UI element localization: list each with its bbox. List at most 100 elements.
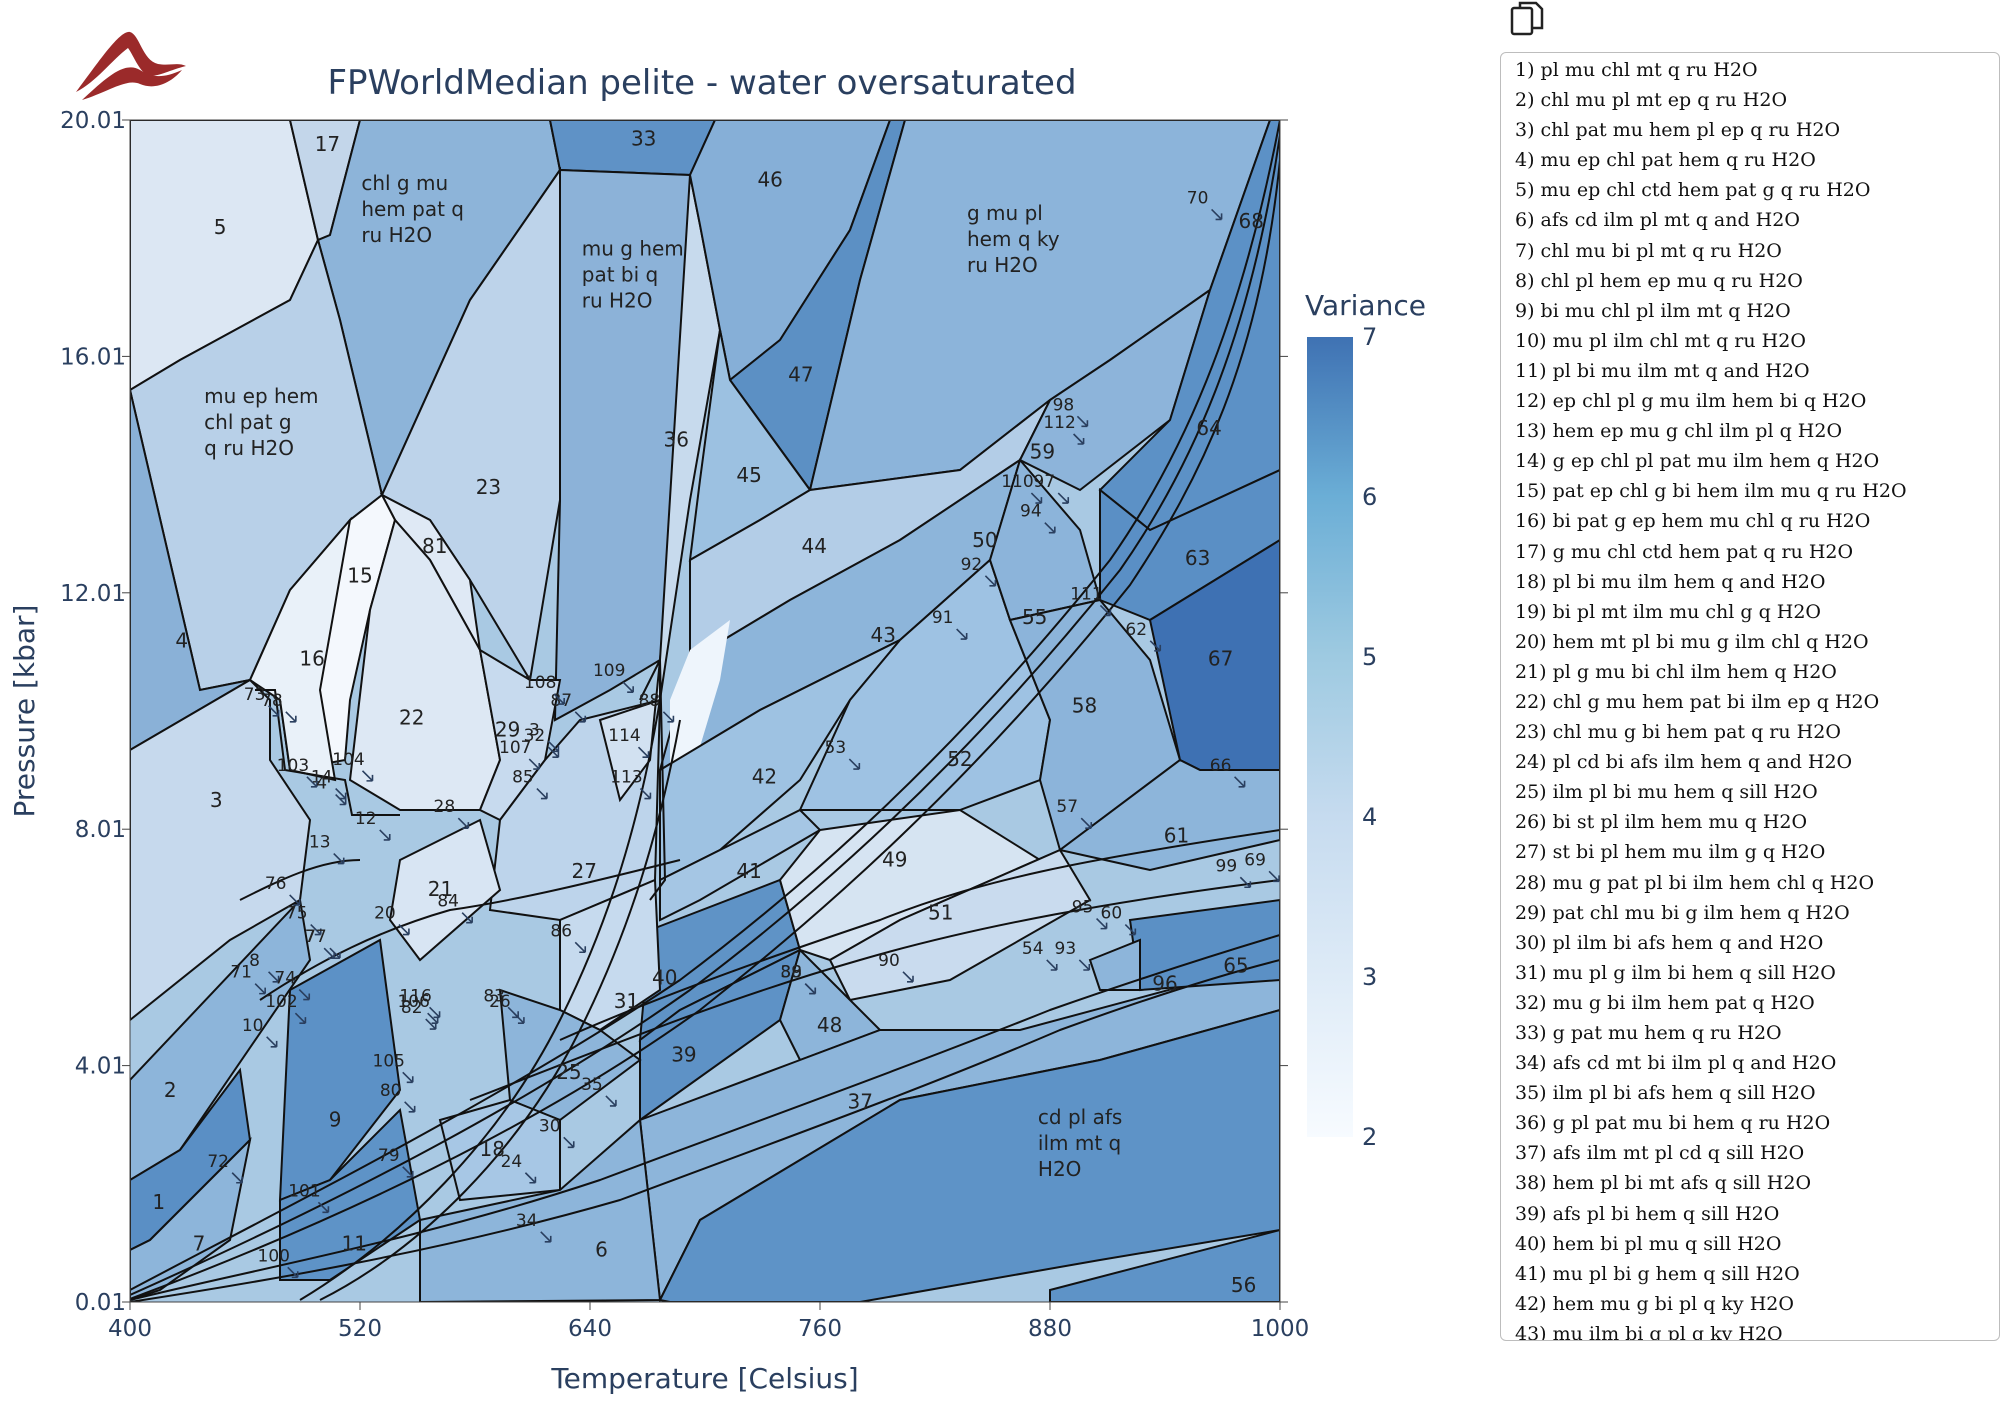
- plot-frame: [129, 119, 1281, 1303]
- field-boundaries: [130, 120, 1280, 1302]
- field-6: [419, 1117, 662, 1302]
- label-arrow-icon: [563, 1136, 575, 1149]
- copy-icon[interactable]: [1508, 0, 1548, 38]
- label-arrow-icon: [547, 740, 560, 753]
- small-field-label: 75: [286, 904, 308, 924]
- colorbar-tick-label: 7: [1362, 323, 1377, 351]
- assemblage-item: 7) chl mu bi pl mt q ru H2O: [1515, 239, 1782, 262]
- field-label-line: ru H2O: [361, 223, 432, 247]
- field-label: 47: [788, 363, 813, 387]
- field-label: 96: [1152, 971, 1177, 995]
- field-label-line: 96: [1152, 971, 1177, 995]
- label-arrow-icon: [1268, 870, 1280, 883]
- small-field-label: 110: [1001, 472, 1033, 492]
- label-arrow-icon: [231, 1172, 243, 1184]
- stability-fields: [130, 120, 1280, 1302]
- small-field-label: 71: [230, 963, 252, 983]
- assemblage-item: 21) pl g mu bi chl ilm hem q H2O: [1515, 660, 1837, 683]
- label-arrow-icon: [1080, 817, 1093, 829]
- field-label: 48: [817, 1013, 842, 1037]
- assemblage-item: 1) pl mu chl mt q ru H2O: [1515, 59, 1758, 81]
- small-field-label: 93: [1055, 939, 1077, 959]
- field-label-line: chl pat g: [204, 410, 291, 434]
- field-label-line: 42: [752, 765, 777, 789]
- field-label: 16: [299, 646, 324, 670]
- field-label: 1: [152, 1190, 165, 1214]
- label-arrow-icon: [605, 1095, 617, 1107]
- field-label: 81: [422, 534, 447, 558]
- field-label-line: 58: [1072, 694, 1097, 718]
- field-label: 33: [631, 126, 656, 150]
- label-arrow-icon: [1099, 604, 1112, 617]
- label-arrow-icon: [298, 988, 311, 1001]
- field-label: 21: [428, 877, 453, 901]
- field-label-line: 16: [299, 646, 324, 670]
- field-16: [248, 516, 352, 782]
- assemblage-item: 10) mu pl ilm chl mt q ru H2O: [1515, 329, 1806, 352]
- y-axis: 0.01 4.01 8.01 12.01 16.01 20.01: [60, 108, 1288, 1316]
- assemblage-item: 26) bi st pl ilm hem mu q H2O: [1515, 811, 1808, 834]
- field-label: 67: [1208, 646, 1233, 670]
- field-label-line: 40: [652, 966, 677, 990]
- label-arrow-icon: [379, 829, 391, 841]
- small-field-label: 86: [550, 921, 572, 941]
- assemblage-item: 43) mu ilm bi g pl q ky H2O: [1515, 1322, 1783, 1341]
- assemblage-list-box[interactable]: 1) pl mu chl mt q ru H2O 2) chl mu pl mt …: [1500, 52, 2000, 1341]
- field-label: 27: [572, 859, 597, 883]
- field-label: 49: [882, 847, 907, 871]
- field-label: 65: [1223, 954, 1248, 978]
- field-56: [1049, 1228, 1280, 1302]
- field-label: 40: [652, 966, 677, 990]
- field-label-line: 61: [1164, 824, 1189, 848]
- assemblage-item: 9) bi mu chl pl ilm mt q H2O: [1515, 299, 1791, 322]
- field-label: mu g hem pat bi q ru H2O: [582, 236, 684, 312]
- small-field-label: 109: [593, 661, 625, 681]
- field-label-line: 43: [871, 623, 896, 647]
- assemblage-item: 22) chl g mu hem pat bi ilm ep q H2O: [1515, 690, 1880, 713]
- assemblage-item: 40) hem bi pl mu q sill H2O: [1515, 1232, 1782, 1255]
- x-tick-label: 520: [338, 1316, 382, 1342]
- small-field-label: 116: [399, 986, 431, 1006]
- field-label: 17: [315, 132, 340, 156]
- colorbar-tick-label: 4: [1362, 803, 1377, 831]
- assemblage-item: 16) bi pat g ep hem mu chl q ru H2O: [1515, 510, 1871, 533]
- field-label: 3: [210, 788, 223, 812]
- field-label-line: 64: [1196, 416, 1221, 440]
- label-arrow-icon: [984, 575, 997, 587]
- label-arrow-icon: [528, 758, 541, 770]
- field-label-line: 17: [315, 132, 340, 156]
- assemblage-item: 2) chl mu pl mt ep q ru H2O: [1515, 89, 1788, 112]
- field-label-line: 59: [1030, 440, 1055, 464]
- small-field-label: 84: [437, 892, 459, 912]
- field-label: g mu pl hem q ky ru H2O: [967, 201, 1060, 277]
- field-label-line: 51: [928, 901, 953, 925]
- small-field-label: 113: [610, 768, 642, 788]
- small-field-label: 10: [242, 1016, 264, 1036]
- small-field-label: 85: [512, 768, 534, 788]
- label-arrow-icon: [461, 912, 473, 924]
- label-arrow-icon: [402, 1166, 414, 1178]
- label-arrow-icon: [902, 971, 914, 983]
- field-96: [1088, 938, 1141, 991]
- assemblage-item: 15) pat ep chl g bi hem ilm mu q ru H2O: [1515, 480, 1907, 503]
- small-field-label: 53: [825, 738, 847, 758]
- label-arrow-icon: [622, 681, 634, 694]
- field-label: 59: [1030, 440, 1055, 464]
- field-label-line: 81: [422, 534, 447, 558]
- small-field-label: 107: [499, 738, 531, 758]
- small-field-label: 69: [1244, 850, 1266, 870]
- field-label: 58: [1072, 694, 1097, 718]
- x-axis-title: Temperature [Celsius]: [550, 1362, 858, 1395]
- small-field-label: 91: [932, 608, 954, 628]
- colorbar-ticks: 2 3 4 5 6 7: [1362, 323, 1377, 1151]
- assemblage-item: 27) st bi pl hem mu ilm g q H2O: [1515, 841, 1826, 864]
- small-field-label: 26: [489, 992, 511, 1012]
- label-arrow-icon: [639, 788, 652, 800]
- assemblage-item: 36) g pl pat mu bi hem q ru H2O: [1515, 1112, 1831, 1135]
- field-label-line: ru H2O: [582, 288, 653, 312]
- small-field-label: 8: [249, 951, 260, 971]
- field-label: 11: [342, 1231, 367, 1255]
- field-label-line: pat bi q: [582, 262, 658, 286]
- field-white-wedge: [670, 620, 730, 790]
- small-field-label: 7: [305, 927, 316, 947]
